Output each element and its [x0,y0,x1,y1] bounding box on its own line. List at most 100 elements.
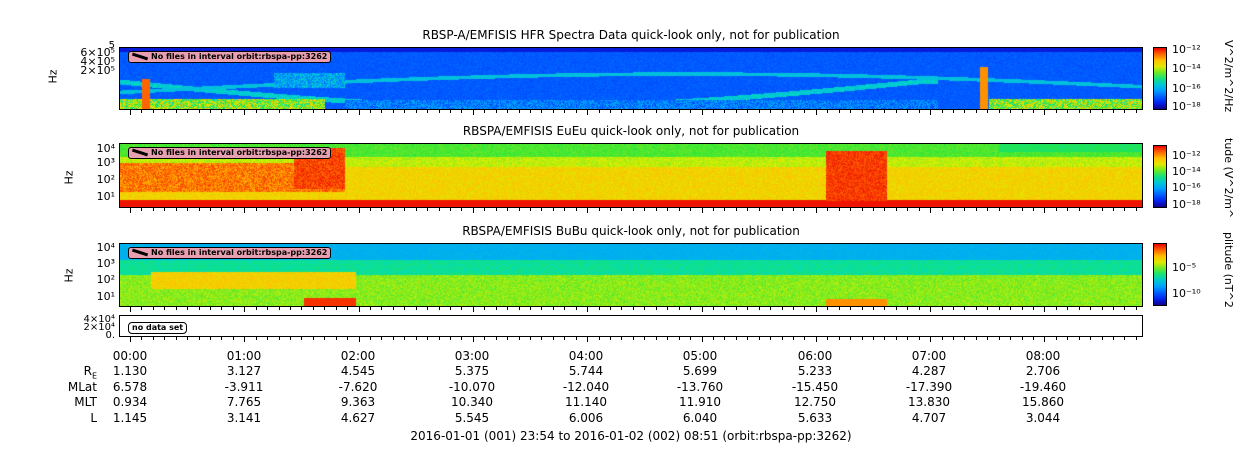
tick-mark [918,208,920,211]
tick-mark [152,337,154,340]
tick-mark [552,337,554,340]
tick-mark [552,208,554,211]
tick-mark [1032,307,1034,310]
tick-mark [541,110,543,113]
colorbar-tick: 10⁻¹⁶ [1172,181,1201,194]
tick-mark [450,208,452,211]
tick-mark [735,337,737,340]
tick-mark [724,337,726,340]
tick-mark [575,110,577,113]
tick-mark [198,208,200,211]
ephemeris-value: -12.040 [562,379,610,394]
tick-mark [850,307,852,310]
ephemeris-value: 1.145 [112,410,148,425]
colorbar [1153,243,1167,306]
eueu-spectrogram: No files in interval orbit:rbspa-pp:3262 [119,143,1143,208]
tick-mark [987,337,989,340]
ephemeris-value: -10.070 [448,379,496,394]
tick-mark [861,208,863,211]
tick-mark [690,307,692,310]
tick-mark [450,307,452,310]
tick-mark [701,307,703,312]
tick-mark [198,307,200,310]
tick-mark [312,208,314,211]
ephemeris-row-label: RE [83,364,97,381]
ephemeris-value: 3.141 [226,410,262,425]
tick-mark [655,307,657,310]
y-axis-label: Hz [62,170,76,185]
tick-mark [1021,208,1023,211]
tick-mark [884,307,886,310]
tick-mark [587,208,589,213]
tick-mark [907,337,909,340]
tick-mark [678,208,680,211]
tick-mark [758,110,760,113]
ytick: 4×10⁵ [80,55,115,68]
tick-mark [232,307,234,310]
tick-mark [907,208,909,211]
tick-mark [507,337,509,340]
tick-mark [907,307,909,310]
colorbar [1153,145,1167,208]
tick-mark [827,208,829,211]
tick-mark [770,307,772,310]
tick-mark [770,337,772,340]
tick-mark [895,337,897,340]
tick-mark [1112,110,1114,113]
tick-mark [1055,337,1057,340]
ephemeris-value: -13.760 [676,379,724,394]
tick-mark [1078,110,1080,113]
tick-mark [187,337,189,340]
tick-mark [804,208,806,211]
tick-mark [838,208,840,211]
tick-mark [1112,208,1114,211]
tick-mark [427,208,429,211]
tick-mark [370,337,372,340]
panel-2-title: RBSPA/EMFISIS EuEu quick-look only, not … [462,124,800,138]
tick-mark [278,337,280,340]
ytick: 10³ [96,156,115,169]
colorbar-tick: 10⁻¹² [1172,149,1201,162]
tick-mark [735,208,737,211]
tick-mark [598,110,600,113]
tick-mark [610,208,612,211]
tick-mark [301,208,303,211]
tick-mark [1124,337,1126,340]
tick-mark [724,208,726,211]
tick-mark [964,208,966,211]
tick-mark [575,307,577,310]
tick-mark [495,307,497,310]
tick-mark [712,337,714,340]
ytick: 2×10⁴ [83,322,115,333]
panel-3-title: RBSPA/EMFISIS BuBu quick-look only, not … [462,224,800,238]
tick-mark [152,307,154,310]
colorbar-tick: 10⁻¹⁶ [1172,82,1201,95]
tick-mark [244,208,246,213]
tick-mark [758,208,760,211]
tick-mark [941,337,943,340]
tick-mark [164,307,166,310]
tick-mark [152,110,154,113]
tick-mark [392,208,394,211]
tick-mark [838,110,840,113]
tick-mark [838,307,840,310]
tick-mark [187,208,189,211]
tick-mark [427,337,429,340]
tick-mark [1021,110,1023,113]
tick-mark [335,307,337,310]
colorbar [1153,47,1167,110]
tick-mark [381,307,383,310]
ephemeris-value: 4.707 [911,410,947,425]
ephemeris-value: 3.044 [1025,410,1061,425]
tick-mark [392,307,394,310]
tick-mark [484,110,486,113]
tick-mark [747,110,749,113]
ephemeris-value: 11.140 [565,395,607,409]
tick-mark [472,307,474,312]
tick-mark [1112,307,1114,310]
tick-mark [415,337,417,340]
bubu-spectrogram: No files in interval orbit:rbspa-pp:3262 [119,243,1143,307]
ytick: 0. [105,330,115,341]
tick-mark [644,110,646,113]
tick-mark [610,337,612,340]
